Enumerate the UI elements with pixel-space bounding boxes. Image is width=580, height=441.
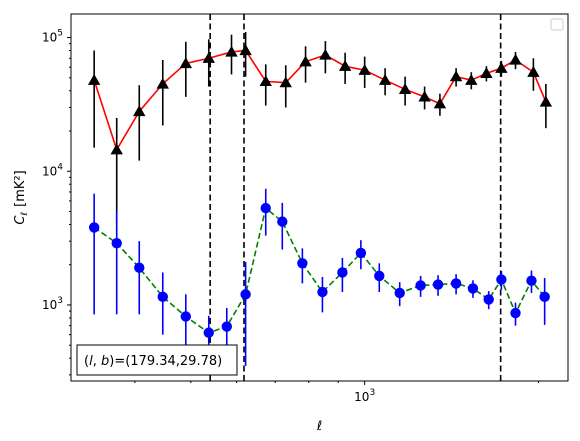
y-tick-label-exponent: 5 <box>57 29 63 39</box>
series-2-point-5 <box>180 311 191 322</box>
series-1-point-6 <box>202 52 215 63</box>
series-1-point-18 <box>433 97 447 109</box>
series-1-point-22 <box>495 61 508 73</box>
series-1-point-3 <box>133 105 146 117</box>
x-tick-label-1: 103 <box>354 388 375 404</box>
y-tick-label-exponent: 3 <box>57 296 63 306</box>
series-2-point-21 <box>483 294 494 305</box>
plot-content <box>87 14 553 381</box>
series-2-point-9 <box>260 202 271 214</box>
series-1-point-4 <box>156 77 169 89</box>
series-2-point-11 <box>297 258 308 269</box>
series-2-point-7 <box>221 321 232 332</box>
series-1-point-1 <box>87 73 101 85</box>
series-1-point-7 <box>225 45 238 57</box>
annotation-text: (l, b)=(179.34,29.78) <box>84 354 222 369</box>
series-1-point-5 <box>179 57 192 69</box>
series-2-point-15 <box>374 270 385 282</box>
y-tick-label-exponent: 4 <box>57 162 63 172</box>
annotation-open: ( <box>84 354 89 369</box>
y-tick-label-base: 10 <box>42 31 57 45</box>
y-axis-label-unit: [mK²] <box>13 170 28 207</box>
series-2-point-6 <box>203 327 214 338</box>
annotation-close: ) <box>109 354 114 369</box>
y-axis-label-main: C <box>13 215 28 225</box>
y-tick-label-1: 103 <box>42 296 63 312</box>
series-2-point-19 <box>450 278 462 289</box>
series-1-point-21 <box>480 67 493 78</box>
series-2-point-12 <box>317 286 328 298</box>
series-2-point-22 <box>496 274 507 285</box>
series-2-point-10 <box>277 216 288 227</box>
series-2-point-24 <box>526 275 537 286</box>
x-tick-label-base: 10 <box>354 390 369 404</box>
x-axis-ticks: 103 <box>134 381 539 404</box>
series-2-point-25 <box>539 291 550 303</box>
series-2-point-1 <box>88 222 100 233</box>
series-1 <box>87 32 553 225</box>
y-tick-label-base: 10 <box>42 298 57 312</box>
series-2-point-14 <box>355 247 367 259</box>
legend-box <box>550 18 564 31</box>
series-1-point-12 <box>319 48 332 60</box>
y-axis-label: Cℓ [mK²] <box>13 170 30 224</box>
series-1-point-25 <box>539 95 553 107</box>
plot-frame <box>70 13 569 382</box>
series-1-point-10 <box>279 76 292 88</box>
annotation-l: l <box>89 354 93 369</box>
series-1-point-19 <box>449 70 463 82</box>
y-tick-label-base: 10 <box>42 164 57 178</box>
series-1-point-13 <box>338 60 352 71</box>
series-2-point-17 <box>415 280 426 291</box>
series-1-point-8 <box>239 44 252 56</box>
series-2-point-20 <box>467 283 479 294</box>
series-1-point-24 <box>527 66 540 77</box>
series-2-point-16 <box>394 287 405 299</box>
y-axis-label-sub: ℓ <box>20 212 30 217</box>
annotation-rect <box>76 344 238 376</box>
series-2-point-2 <box>111 237 122 249</box>
series-2-line <box>93 206 546 334</box>
series-1-point-9 <box>259 75 272 87</box>
series-2-point-18 <box>432 279 444 290</box>
series-1-point-20 <box>465 73 478 85</box>
series-1-point-16 <box>398 83 412 94</box>
series-2-point-23 <box>510 307 521 319</box>
series-2-point-3 <box>134 262 145 273</box>
series-1-point-11 <box>299 55 312 67</box>
x-tick-label-exponent: 3 <box>369 388 375 398</box>
series-2-point-4 <box>157 291 168 303</box>
series-1-point-15 <box>378 73 392 85</box>
series-1-line <box>93 49 547 152</box>
series-2 <box>88 188 550 366</box>
series-1-point-2 <box>110 143 123 155</box>
x-axis-label: ℓ <box>316 419 322 434</box>
annotation-b: b <box>101 354 109 369</box>
series-1-point-17 <box>418 90 431 102</box>
annotation-box: (l, b)=(179.34,29.78) <box>76 344 238 376</box>
annotation-value: =(179.34,29.78) <box>114 354 222 369</box>
series-1-point-14 <box>358 63 371 75</box>
series-1-point-23 <box>509 53 522 65</box>
y-tick-label-3: 105 <box>42 29 63 45</box>
annotation-comma: , <box>93 354 101 369</box>
y-tick-label-2: 104 <box>42 162 63 178</box>
series-2-point-8 <box>240 289 251 300</box>
series-2-point-13 <box>337 267 348 278</box>
